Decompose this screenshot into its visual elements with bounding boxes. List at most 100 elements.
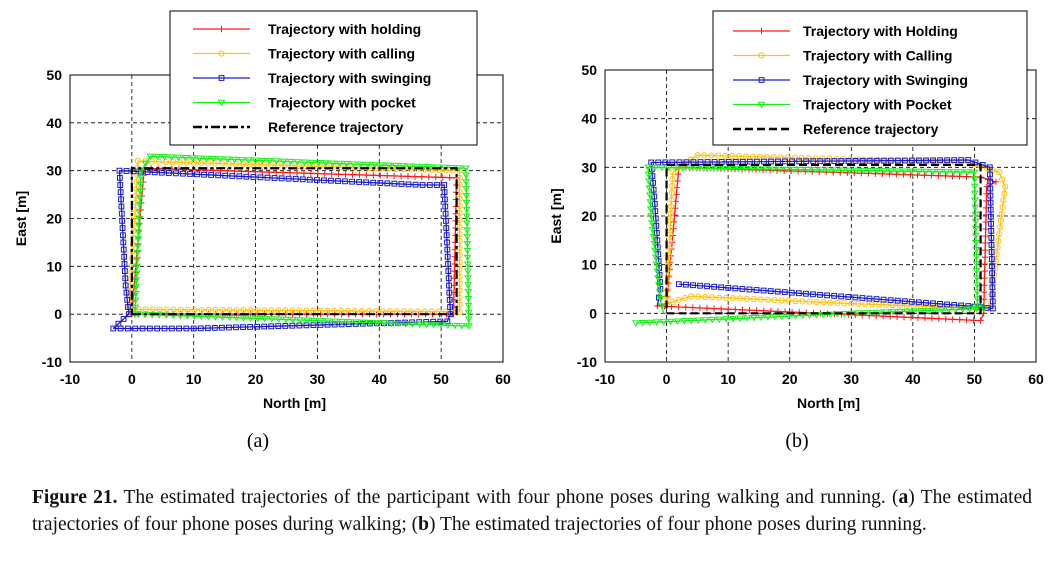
data-point-holding <box>674 177 681 185</box>
data-point-swinging <box>116 167 123 174</box>
data-point-holding <box>349 171 356 178</box>
data-point-calling <box>148 158 156 165</box>
data-point-swinging <box>989 284 996 291</box>
data-point-pocket <box>181 154 190 162</box>
data-point-pocket <box>162 312 171 319</box>
data-point-holding <box>670 218 678 226</box>
data-point-pocket <box>134 229 143 236</box>
data-point-pocket <box>736 315 744 323</box>
data-point-swinging <box>859 157 866 164</box>
data-point-swinging <box>183 325 190 332</box>
data-point-pocket <box>651 164 659 172</box>
data-point-pocket <box>303 317 311 325</box>
data-point-pocket <box>160 154 169 161</box>
data-point-holding <box>383 172 391 179</box>
data-point-swinging <box>845 158 852 164</box>
data-point-swinging <box>122 275 129 282</box>
data-point-swinging <box>176 325 182 332</box>
data-point-swinging <box>335 178 341 184</box>
data-point-pocket <box>279 158 288 166</box>
legend-label-holding: Trajectory with holding <box>268 21 421 37</box>
data-point-pocket <box>356 161 365 169</box>
x-axis-label: North [m] <box>797 395 860 411</box>
data-point-pocket <box>464 289 473 296</box>
data-point-pocket <box>349 161 358 168</box>
data-point-swinging <box>789 158 796 165</box>
data-point-pocket <box>971 225 980 233</box>
data-point-swinging <box>268 323 275 330</box>
data-point-pocket <box>720 165 729 173</box>
data-point-pocket <box>790 166 798 174</box>
x-tick-label: -10 <box>595 371 615 387</box>
data-point-holding <box>980 296 988 303</box>
data-point-holding <box>942 172 949 180</box>
data-point-pocket <box>694 317 703 325</box>
data-point-swinging <box>278 175 285 182</box>
data-point-pocket <box>464 275 472 282</box>
data-point-swinging <box>958 157 965 163</box>
data-point-swinging <box>356 179 363 185</box>
data-point-pocket <box>652 261 661 269</box>
data-point-swinging <box>662 159 669 166</box>
data-point-swinging <box>803 158 810 165</box>
legend-label-reference: Reference trajectory <box>268 119 404 135</box>
data-point-swinging <box>120 239 127 246</box>
data-point-pocket <box>131 304 140 312</box>
series-line-holding <box>131 167 458 315</box>
data-point-swinging <box>125 325 131 332</box>
data-point-pocket <box>352 319 361 326</box>
data-point-swinging <box>445 268 452 275</box>
data-point-holding <box>900 171 907 178</box>
legend-marker-holding <box>758 27 765 35</box>
data-point-swinging <box>965 157 972 163</box>
data-point-swinging <box>782 158 788 165</box>
data-point-pocket <box>645 178 653 186</box>
data-point-swinging <box>412 181 419 188</box>
series-calling <box>125 158 463 318</box>
data-point-pocket <box>743 315 751 322</box>
data-point-swinging <box>437 318 444 325</box>
data-point-swinging <box>445 261 451 267</box>
data-point-swinging <box>683 281 689 288</box>
data-point-pocket <box>370 162 379 169</box>
data-point-pocket <box>135 215 143 223</box>
data-point-swinging <box>229 173 236 179</box>
data-point-calling <box>407 308 414 315</box>
data-point-pocket <box>845 167 854 175</box>
y-tick-label: 40 <box>581 111 597 127</box>
y-tick-label: 10 <box>46 258 62 274</box>
data-point-pocket <box>429 322 438 329</box>
data-point-pocket <box>701 317 710 324</box>
data-point-swinging <box>342 178 348 185</box>
data-point-holding <box>404 173 412 180</box>
data-point-pocket <box>971 204 980 212</box>
data-point-calling <box>246 161 254 168</box>
series-line-pocket <box>635 166 984 324</box>
data-point-pocket <box>931 307 939 315</box>
data-point-calling <box>667 210 674 217</box>
data-point-swinging <box>116 174 123 181</box>
data-point-pocket <box>645 319 654 327</box>
data-point-pocket <box>267 316 276 323</box>
data-point-pocket <box>796 166 805 174</box>
data-point-pocket <box>251 157 260 165</box>
series-holding <box>128 165 460 318</box>
data-point-pocket <box>133 263 141 271</box>
data-point-pocket <box>650 240 659 248</box>
data-point-holding <box>893 171 900 178</box>
data-point-swinging <box>122 282 129 289</box>
data-point-holding <box>717 305 725 313</box>
data-point-holding <box>970 317 977 324</box>
data-point-swinging <box>419 182 426 188</box>
data-point-pocket <box>134 222 143 230</box>
data-point-swinging <box>254 323 261 330</box>
data-point-swinging <box>118 196 124 203</box>
data-point-swinging <box>989 270 996 277</box>
data-point-pocket <box>673 318 682 325</box>
data-point-swinging <box>873 157 880 164</box>
data-point-swinging <box>261 323 268 330</box>
data-point-swinging <box>880 296 887 303</box>
data-point-holding <box>725 306 732 313</box>
data-point-pocket <box>973 282 981 289</box>
x-tick-label: 0 <box>128 371 136 387</box>
